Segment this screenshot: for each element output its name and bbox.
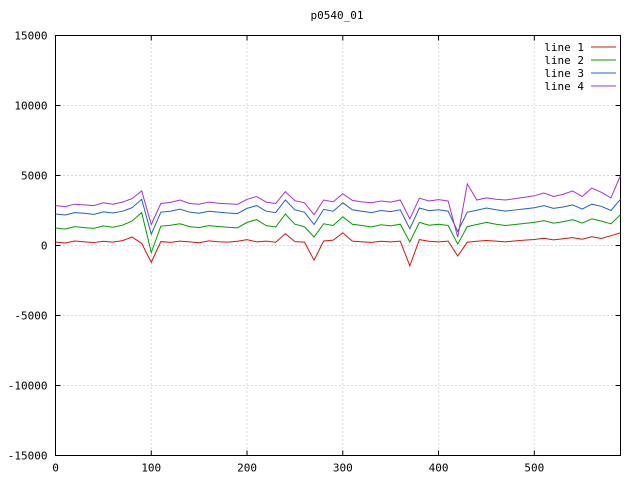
y-tick-label: 10000 bbox=[14, 100, 47, 113]
y-tick-label: -5000 bbox=[14, 310, 47, 323]
x-tick-label: 200 bbox=[237, 462, 257, 475]
x-tick-label: 0 bbox=[52, 462, 59, 475]
y-tick-label: -10000 bbox=[8, 380, 48, 393]
axis-ticks bbox=[55, 35, 621, 456]
legend-label: line 4 bbox=[544, 80, 584, 93]
x-tick-label: 400 bbox=[429, 462, 449, 475]
series-line-3 bbox=[55, 198, 621, 236]
chart-title: p0540_01 bbox=[311, 9, 364, 22]
x-tick-label: 100 bbox=[141, 462, 161, 475]
y-tick-label: 15000 bbox=[14, 30, 47, 43]
y-tick-label: 0 bbox=[41, 240, 48, 253]
grid-lines bbox=[55, 35, 621, 456]
y-tick-label: 5000 bbox=[21, 170, 48, 183]
series-line-4 bbox=[55, 175, 621, 238]
x-tick-label: 500 bbox=[524, 462, 544, 475]
legend-label: line 2 bbox=[544, 54, 584, 67]
axis-tick-labels: 0 100 200 300 400 500 -15000 -10000 -5000 0 5000 10… bbox=[8, 30, 545, 475]
legend-label: line 3 bbox=[544, 67, 584, 80]
series-line-1 bbox=[55, 232, 621, 268]
y-tick-label: -15000 bbox=[8, 450, 48, 463]
data-series bbox=[55, 175, 621, 268]
x-tick-label: 300 bbox=[333, 462, 353, 475]
series-line-2 bbox=[55, 211, 621, 255]
legend-label: line 1 bbox=[544, 41, 584, 54]
